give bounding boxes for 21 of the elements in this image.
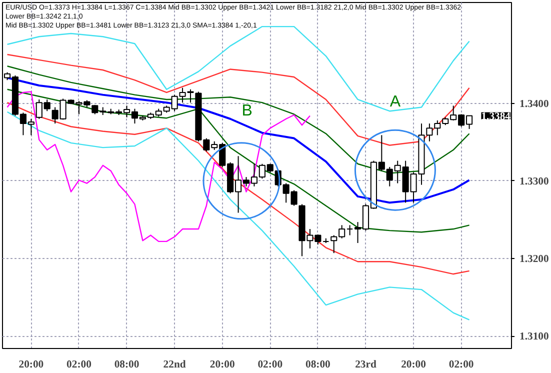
x-tick-label: 20:00	[18, 360, 44, 370]
x-tick-label: 20:00	[210, 360, 235, 370]
y-tick-label: 1.3200	[520, 254, 549, 266]
x-tick-label: 08:00	[114, 360, 140, 370]
y-tick-label: 1.3300	[520, 176, 549, 188]
annotation: A	[390, 93, 401, 110]
x-tick-label: 02:00	[66, 360, 92, 370]
text: 1.3384	[481, 111, 512, 122]
y-tick-label: 1.3100	[520, 332, 549, 343]
x-tick-label: 20:00	[401, 360, 426, 370]
x-tick-label: 02:00	[258, 360, 283, 370]
x-tick-label: 22nd	[163, 360, 186, 370]
y-tick-label: 1.3400	[520, 98, 549, 110]
x-tick-label: 08:00	[306, 360, 330, 370]
candlestick	[346, 224, 354, 236]
annotation: B	[242, 102, 252, 120]
line-series	[6, 88, 470, 233]
x-tick-label: 02:00	[448, 360, 474, 370]
line-series	[6, 91, 311, 242]
x-tick-label: 23rd	[355, 360, 376, 370]
line-series	[6, 54, 470, 146]
